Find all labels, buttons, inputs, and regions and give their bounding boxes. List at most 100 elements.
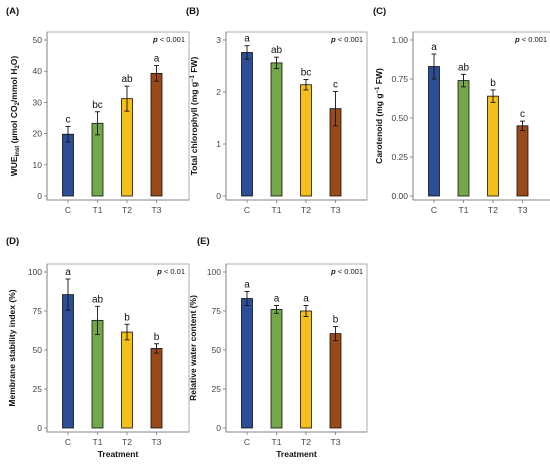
x-tick-label: C [65,437,71,447]
panel-label: (D) [6,236,19,247]
bar-c [241,52,253,197]
y-tick-label: 25 [33,384,43,394]
panel-label: (C) [373,6,386,17]
y-tick-label: 0.25 [391,152,408,162]
significance-letter: c [66,114,71,125]
x-tick-label: T2 [301,205,311,215]
x-tick-label: T3 [152,205,162,215]
y-tick-label: 75 [212,306,222,316]
significance-letter: c [520,109,525,120]
p-value-symbol: p [330,267,336,276]
significance-letter: a [274,294,280,305]
y-tick-label: 0.00 [391,191,408,201]
x-axis-title: Treatment [98,449,139,459]
y-tick-label: 1.00 [391,35,408,45]
bar-t3 [516,125,529,197]
bar-c [428,66,440,197]
y-title-part: (µmol CO [9,105,19,146]
y-axis-title: WUEinst (µmol CO2/mmol H2O) [9,56,21,177]
y-tick-label: 0 [37,423,42,433]
y-tick-label: 10 [33,160,43,170]
y-tick-label: 40 [33,66,43,76]
y-title-part: FW) [189,57,199,76]
bar-t3 [150,72,163,197]
x-tick-label: C [244,437,250,447]
y-title-subscript: 2 [15,101,21,105]
significance-letter: bc [92,100,103,111]
panel-b: (B) p < 0.001 0 1 2 3 Total chlorophyll (mg g−… [186,6,368,215]
y-title-part: FW) [374,68,384,87]
significance-letter: b [490,78,496,89]
significance-letter: a [154,54,160,65]
x-tick-label: T3 [152,437,162,447]
panel-c: (C) p < 0.001 0.00 0.25 0.50 0.75 1.00 Caroteno… [373,6,550,215]
significance-letter: a [244,280,250,291]
x-axis-title: Treatment [276,449,317,459]
x-tick-label: T2 [122,437,132,447]
y-tick-label: 50 [33,35,43,45]
x-tick-label: T2 [301,437,311,447]
p-value-text: < 0.001 [336,35,363,44]
significance-letter: b [333,315,339,326]
x-tick-label: T1 [272,437,282,447]
significance-letter: ab [92,294,104,305]
y-tick-label: 3 [216,35,221,45]
significance-letter: a [244,34,250,45]
p-value-text: < 0.01 [162,267,185,276]
p-value-label: p < 0.001 [330,267,363,276]
p-value-text: < 0.001 [520,35,547,44]
bar-t2 [487,95,499,197]
significance-letter: ab [458,62,470,73]
y-tick-label: 0.75 [391,74,408,84]
p-value-label: p < 0.001 [514,35,547,44]
bar-t2 [121,98,133,197]
panel-e: (E) p < 0.001 0 25 50 75 100 Relative water con… [188,236,368,459]
y-title-part: Carotenoid (mg g [374,93,384,163]
x-tick-label: T1 [93,205,103,215]
y-title-part: Membrane stability index (%) [7,289,17,406]
x-tick-label: T1 [93,437,103,447]
y-tick-label: 50 [33,345,43,355]
y-tick-label: 100 [28,267,42,277]
y-title-part: O) [9,56,19,66]
panel-label: (A) [6,6,19,17]
y-axis-title: Total chlorophyll (mg g−1 FW) [189,57,199,176]
x-tick-label: T2 [488,205,498,215]
x-tick-label: T1 [272,205,282,215]
y-title-part: /mmol H [9,69,19,103]
significance-letter: b [154,332,160,343]
p-value-label: p < 0.01 [156,267,185,276]
y-tick-label: 50 [212,345,222,355]
y-tick-label: 30 [33,97,43,107]
bar-c [62,294,74,429]
y-tick-label: 0 [216,191,221,201]
y-tick-label: 2 [216,87,221,97]
y-title-superscript: −1 [375,86,381,94]
y-title-subscript: inst [15,146,21,157]
p-value-label: p < 0.001 [152,35,185,44]
y-axis-title: Carotenoid (mg g−1 FW) [374,68,384,164]
p-value-symbol: p [330,35,336,44]
y-title-part: Total chlorophyll (mg g [189,82,199,175]
p-value-text: < 0.001 [336,267,363,276]
bar-c [62,133,74,197]
bar-t1 [91,319,104,429]
p-value-symbol: p [156,267,162,276]
y-tick-label: 1 [216,139,221,149]
bar-c [241,298,253,429]
bar-t2 [121,331,133,429]
y-title-superscript: −1 [190,74,196,82]
bar-t2 [300,84,312,197]
bar-t1 [270,62,283,197]
p-value-text: < 0.001 [158,35,185,44]
significance-letter: a [303,294,309,305]
y-tick-label: 0 [37,191,42,201]
p-value-label: p < 0.001 [330,35,363,44]
y-title-part: WUE [9,156,19,176]
x-tick-label: T3 [331,205,341,215]
x-tick-label: C [244,205,250,215]
significance-letter: a [431,42,437,53]
panel-d: (D) p < 0.01 0 25 50 75 100 Membrane stability … [6,236,190,459]
x-tick-label: T1 [459,205,469,215]
p-value-symbol: p [152,35,158,44]
